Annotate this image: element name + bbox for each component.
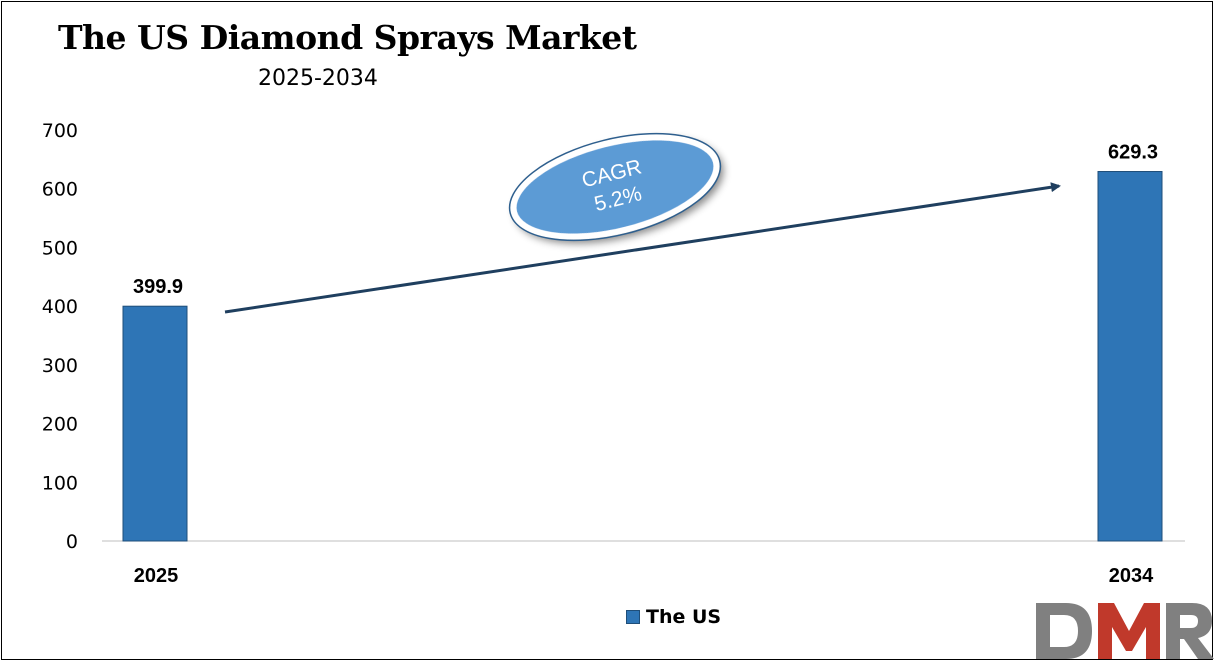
data-labels: 399.9 629.3 — [133, 142, 1158, 299]
bars — [122, 171, 1163, 542]
y-tick-label: 0 — [66, 531, 78, 553]
data-label-2025: 399.9 — [133, 276, 183, 298]
y-tick-label: 100 — [42, 472, 78, 494]
legend: The US — [626, 604, 721, 630]
bar-2025 — [122, 305, 188, 542]
x-tick-label-2034: 2034 — [1109, 565, 1154, 587]
cagr-badge: CAGR 5.2% — [508, 132, 722, 242]
y-axis-ticks: 0 100 200 300 400 500 600 700 — [42, 120, 78, 553]
chart-title: The US Diamond Sprays Market — [58, 18, 637, 57]
growth-arrow — [224, 182, 1061, 314]
legend-swatch — [626, 610, 640, 624]
y-tick-label: 400 — [42, 296, 78, 318]
y-tick-label: 200 — [42, 414, 78, 436]
y-tick-label: 700 — [42, 120, 78, 142]
legend-label: The US — [646, 606, 722, 628]
logo-letter-r — [1166, 603, 1214, 659]
dmr-logo — [1036, 603, 1214, 659]
x-axis-ticks: 2025 2034 — [134, 565, 1154, 587]
bar-2034 — [1097, 171, 1163, 542]
y-tick-label: 500 — [42, 237, 78, 259]
x-tick-label-2025: 2025 — [134, 565, 179, 587]
chart-subtitle: 2025-2034 — [258, 66, 378, 91]
y-tick-label: 600 — [42, 179, 78, 201]
logo-letter-d — [1036, 603, 1092, 659]
data-label-2034: 629.3 — [1108, 142, 1158, 164]
logo-letter-m — [1098, 603, 1160, 659]
y-tick-label: 300 — [42, 355, 78, 377]
